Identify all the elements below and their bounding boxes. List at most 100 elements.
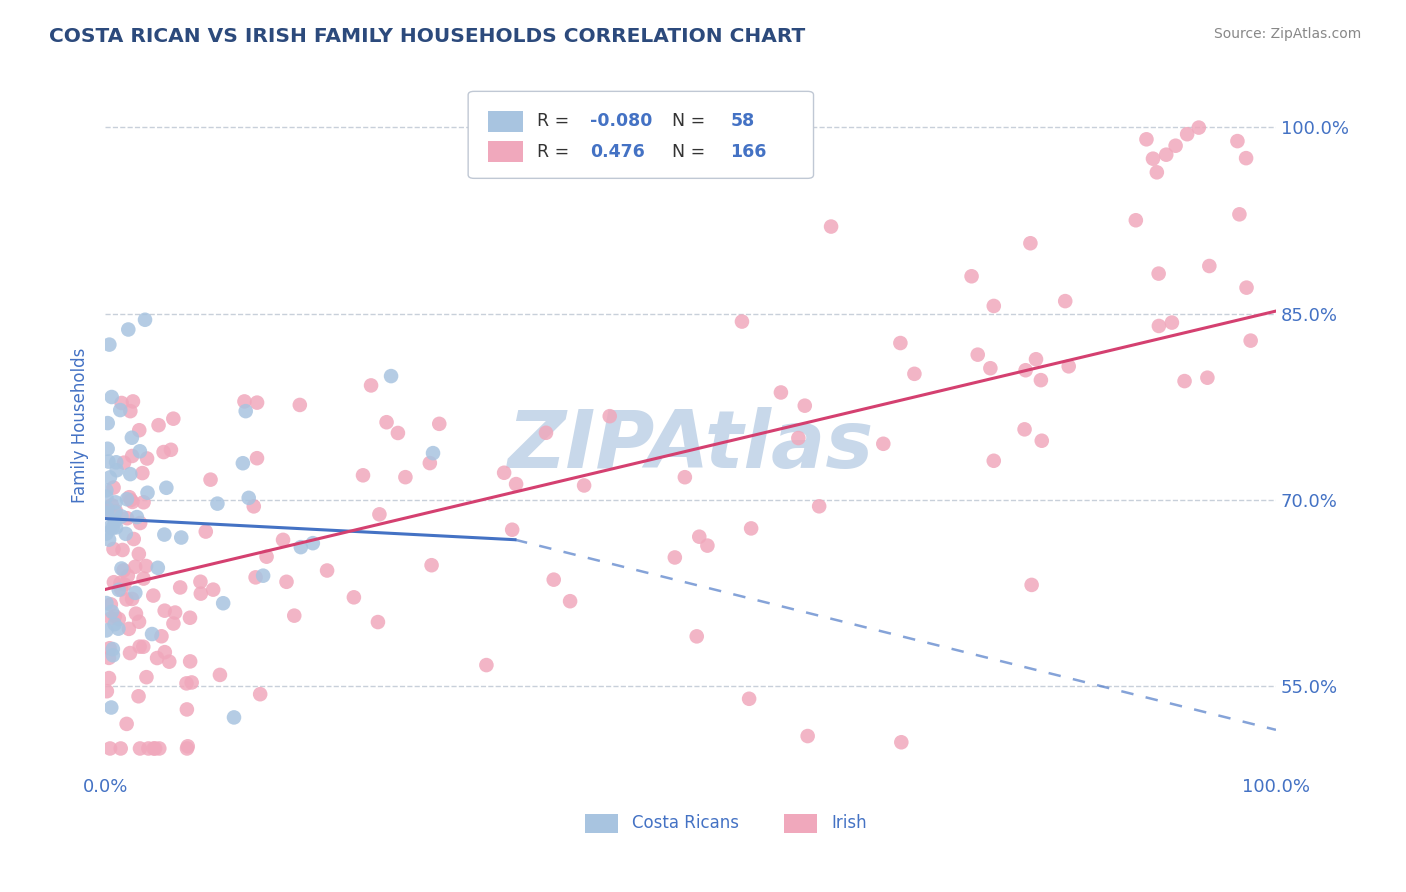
- Point: [176, 702, 198, 716]
- Text: COSTA RICAN VS IRISH FAMILY HOUSEHOLDS CORRELATION CHART: COSTA RICAN VS IRISH FAMILY HOUSEHOLDS C…: [49, 27, 806, 45]
- Point: [107, 622, 129, 636]
- Point: [141, 627, 163, 641]
- Point: [1014, 363, 1036, 377]
- Point: [983, 299, 1005, 313]
- Text: N =: N =: [672, 143, 710, 161]
- Point: [1173, 374, 1195, 388]
- Point: [101, 521, 124, 535]
- Point: [820, 219, 842, 234]
- Point: [979, 361, 1001, 376]
- Point: [114, 526, 136, 541]
- Point: [111, 543, 134, 558]
- Point: [343, 591, 366, 605]
- Point: [252, 568, 274, 582]
- Text: R =: R =: [537, 143, 575, 161]
- Point: [696, 539, 718, 553]
- Point: [360, 378, 382, 392]
- Point: [983, 454, 1005, 468]
- Point: [121, 431, 143, 445]
- FancyBboxPatch shape: [488, 111, 523, 132]
- Point: [142, 741, 165, 756]
- Point: [1234, 151, 1257, 165]
- Point: [115, 492, 138, 507]
- Point: [505, 477, 527, 491]
- Point: [169, 581, 191, 595]
- Point: [112, 456, 135, 470]
- Point: [1029, 373, 1052, 387]
- Point: [165, 606, 187, 620]
- Point: [1175, 127, 1198, 141]
- Point: [105, 504, 128, 518]
- Point: [96, 624, 118, 638]
- Point: [599, 409, 621, 424]
- Point: [120, 467, 142, 482]
- Point: [135, 670, 157, 684]
- Point: [104, 505, 127, 519]
- Point: [1236, 280, 1258, 294]
- Point: [105, 463, 128, 477]
- Point: [110, 396, 132, 410]
- Point: [112, 563, 135, 577]
- Point: [808, 500, 831, 514]
- Point: [271, 533, 294, 547]
- Point: [120, 404, 142, 418]
- Point: [1142, 152, 1164, 166]
- Point: [122, 532, 145, 546]
- Point: [150, 629, 173, 643]
- Text: 0.476: 0.476: [591, 143, 645, 161]
- Point: [276, 574, 298, 589]
- Point: [128, 640, 150, 654]
- Point: [98, 671, 121, 685]
- Y-axis label: Family Households: Family Households: [72, 348, 89, 503]
- Point: [117, 322, 139, 336]
- Point: [110, 741, 132, 756]
- Point: [212, 596, 235, 610]
- Point: [177, 739, 200, 754]
- Point: [1146, 165, 1168, 179]
- Point: [138, 741, 160, 756]
- Point: [97, 454, 120, 468]
- Point: [103, 541, 125, 556]
- Point: [132, 640, 155, 654]
- Point: [207, 497, 229, 511]
- Point: [115, 592, 138, 607]
- Point: [129, 516, 152, 530]
- Point: [960, 269, 983, 284]
- Point: [100, 611, 122, 625]
- Point: [558, 594, 581, 608]
- Point: [129, 741, 152, 756]
- Point: [124, 586, 146, 600]
- Point: [1025, 352, 1047, 367]
- Point: [740, 521, 762, 535]
- Point: [1147, 267, 1170, 281]
- Point: [793, 399, 815, 413]
- Point: [117, 568, 139, 582]
- Point: [394, 470, 416, 484]
- Point: [96, 684, 118, 698]
- Point: [1188, 120, 1211, 135]
- FancyBboxPatch shape: [585, 814, 619, 833]
- Point: [96, 483, 118, 498]
- Point: [170, 531, 193, 545]
- Point: [98, 741, 121, 756]
- Point: [501, 523, 523, 537]
- Point: [136, 485, 159, 500]
- Point: [96, 526, 118, 541]
- Point: [125, 607, 148, 621]
- Point: [686, 629, 709, 643]
- Point: [118, 490, 141, 504]
- Point: [148, 418, 170, 433]
- Point: [1125, 213, 1147, 227]
- Point: [97, 651, 120, 665]
- Text: N =: N =: [672, 112, 710, 130]
- Point: [118, 622, 141, 636]
- Point: [107, 612, 129, 626]
- Point: [1226, 134, 1249, 148]
- Point: [889, 336, 911, 351]
- Point: [128, 423, 150, 437]
- FancyBboxPatch shape: [468, 91, 814, 178]
- Point: [101, 648, 124, 663]
- Point: [190, 574, 212, 589]
- Point: [572, 478, 595, 492]
- Point: [1164, 138, 1187, 153]
